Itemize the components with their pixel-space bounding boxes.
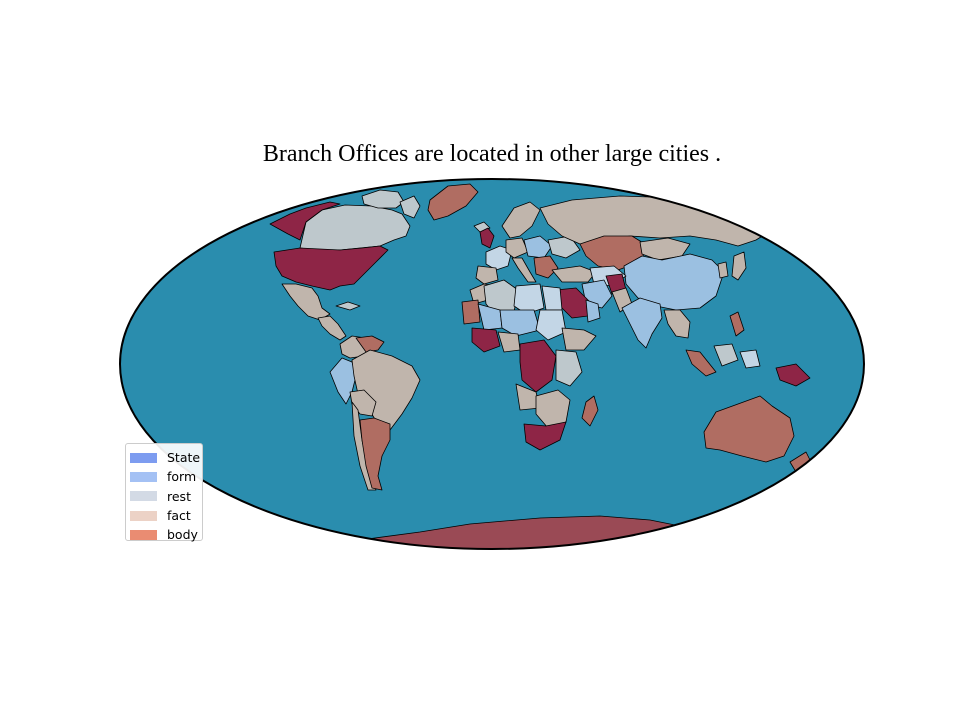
country-arabian-peninsula	[585, 299, 601, 323]
country-indonesia-borneo	[713, 343, 739, 367]
country-germany	[505, 237, 529, 259]
map-title: Branch Offices are located in other larg…	[262, 141, 722, 167]
legend-label: fact	[167, 508, 191, 524]
legend-item: rest	[130, 487, 202, 506]
country-australia	[703, 395, 795, 463]
country-south-africa	[523, 421, 567, 451]
country-scandinavia	[501, 201, 541, 239]
country-argentina	[359, 417, 391, 491]
country-arctic-islands-2	[399, 195, 421, 219]
country-drc	[519, 339, 557, 393]
country-mexico	[281, 283, 331, 321]
country-southeast-asia	[663, 309, 691, 339]
country-madagascar	[581, 395, 599, 427]
country-west-africa	[471, 327, 501, 353]
country-western-sahara	[461, 299, 481, 325]
country-indonesia-east	[739, 349, 761, 369]
country-chile	[351, 401, 377, 491]
country-greenland	[427, 183, 479, 221]
country-indonesia-west	[685, 349, 717, 377]
country-alaska	[269, 201, 341, 241]
country-italy	[511, 257, 537, 283]
legend-item: body	[130, 525, 202, 544]
country-balkans	[533, 255, 559, 279]
legend-label: body	[167, 527, 198, 543]
country-usa	[273, 245, 389, 291]
country-niger-chad	[499, 309, 541, 337]
legend-swatch	[130, 510, 157, 521]
country-venezuela	[355, 335, 385, 353]
country-arctic-islands	[361, 189, 405, 209]
legend-swatch	[130, 452, 157, 463]
country-korea	[717, 261, 729, 279]
country-uk	[479, 227, 495, 249]
country-philippines	[729, 311, 745, 337]
country-central-europe	[523, 235, 553, 259]
country-central-america	[317, 315, 347, 341]
country-france	[485, 245, 513, 271]
legend-item: fact	[130, 506, 202, 525]
legend-item: State	[130, 448, 202, 467]
country-libya	[513, 283, 545, 315]
country-spain	[475, 265, 499, 285]
legend: State form rest fact body	[125, 443, 203, 544]
legend-swatch	[130, 491, 157, 502]
country-papua-new-guinea	[775, 363, 811, 387]
legend-label: rest	[167, 488, 191, 504]
globe-outline	[119, 178, 865, 550]
country-ethiopia	[561, 327, 597, 351]
country-cuba	[335, 301, 361, 311]
country-china	[623, 253, 725, 311]
legend-swatch	[130, 471, 157, 482]
land-masses	[269, 183, 811, 549]
country-japan	[731, 251, 747, 281]
country-egypt	[541, 285, 563, 311]
legend-swatch	[130, 529, 157, 540]
country-sudan	[535, 309, 567, 341]
legend-label: form	[167, 469, 197, 485]
legend-item: form	[130, 467, 202, 486]
country-india	[621, 297, 663, 349]
country-east-africa	[555, 349, 583, 387]
country-peru	[329, 357, 357, 405]
legend-label: State	[167, 450, 201, 466]
